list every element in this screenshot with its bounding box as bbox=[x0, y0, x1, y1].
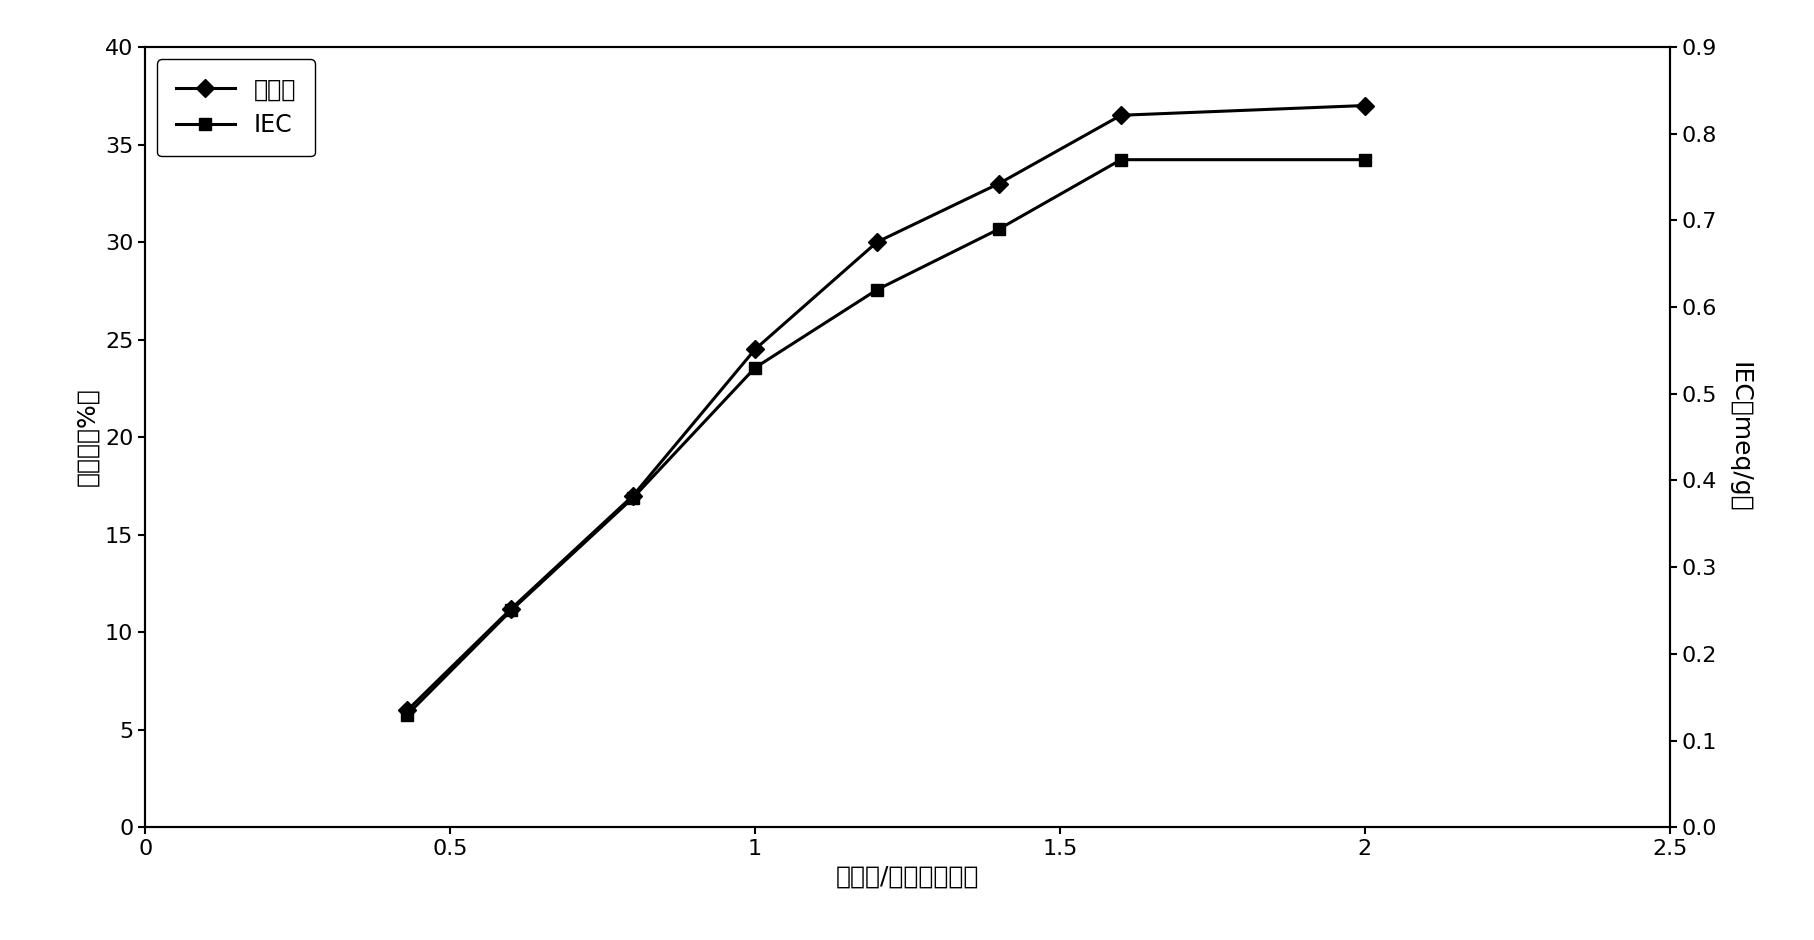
磺化度 bbox=[987, 178, 1009, 189]
X-axis label: 氯磺酸/聚醚睢摸尔比: 氯磺酸/聚醚睢摸尔比 bbox=[836, 865, 978, 888]
IEC bbox=[744, 362, 766, 373]
磺化度 bbox=[1110, 110, 1132, 121]
IEC bbox=[1110, 154, 1132, 165]
磺化度 bbox=[744, 344, 766, 355]
磺化度 bbox=[501, 603, 522, 615]
Line: IEC: IEC bbox=[401, 153, 1370, 721]
磺化度 bbox=[1353, 100, 1375, 111]
磺化度 bbox=[395, 705, 417, 716]
IEC bbox=[622, 493, 644, 504]
磺化度 bbox=[865, 236, 887, 247]
Legend: 磺化度, IEC: 磺化度, IEC bbox=[158, 59, 316, 156]
IEC bbox=[395, 709, 417, 720]
IEC bbox=[1353, 154, 1375, 165]
Y-axis label: IEC［meq/g］: IEC［meq/g］ bbox=[1727, 362, 1751, 512]
磺化度 bbox=[622, 490, 644, 501]
IEC bbox=[987, 224, 1009, 235]
Y-axis label: 磺化度［%］: 磺化度［%］ bbox=[76, 387, 100, 487]
IEC bbox=[501, 604, 522, 616]
IEC bbox=[865, 284, 887, 295]
Line: 磺化度: 磺化度 bbox=[401, 100, 1370, 716]
